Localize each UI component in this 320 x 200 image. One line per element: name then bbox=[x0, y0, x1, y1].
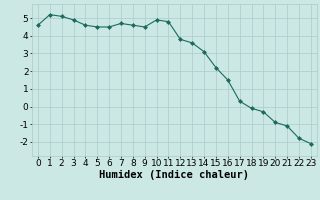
X-axis label: Humidex (Indice chaleur): Humidex (Indice chaleur) bbox=[100, 170, 249, 180]
